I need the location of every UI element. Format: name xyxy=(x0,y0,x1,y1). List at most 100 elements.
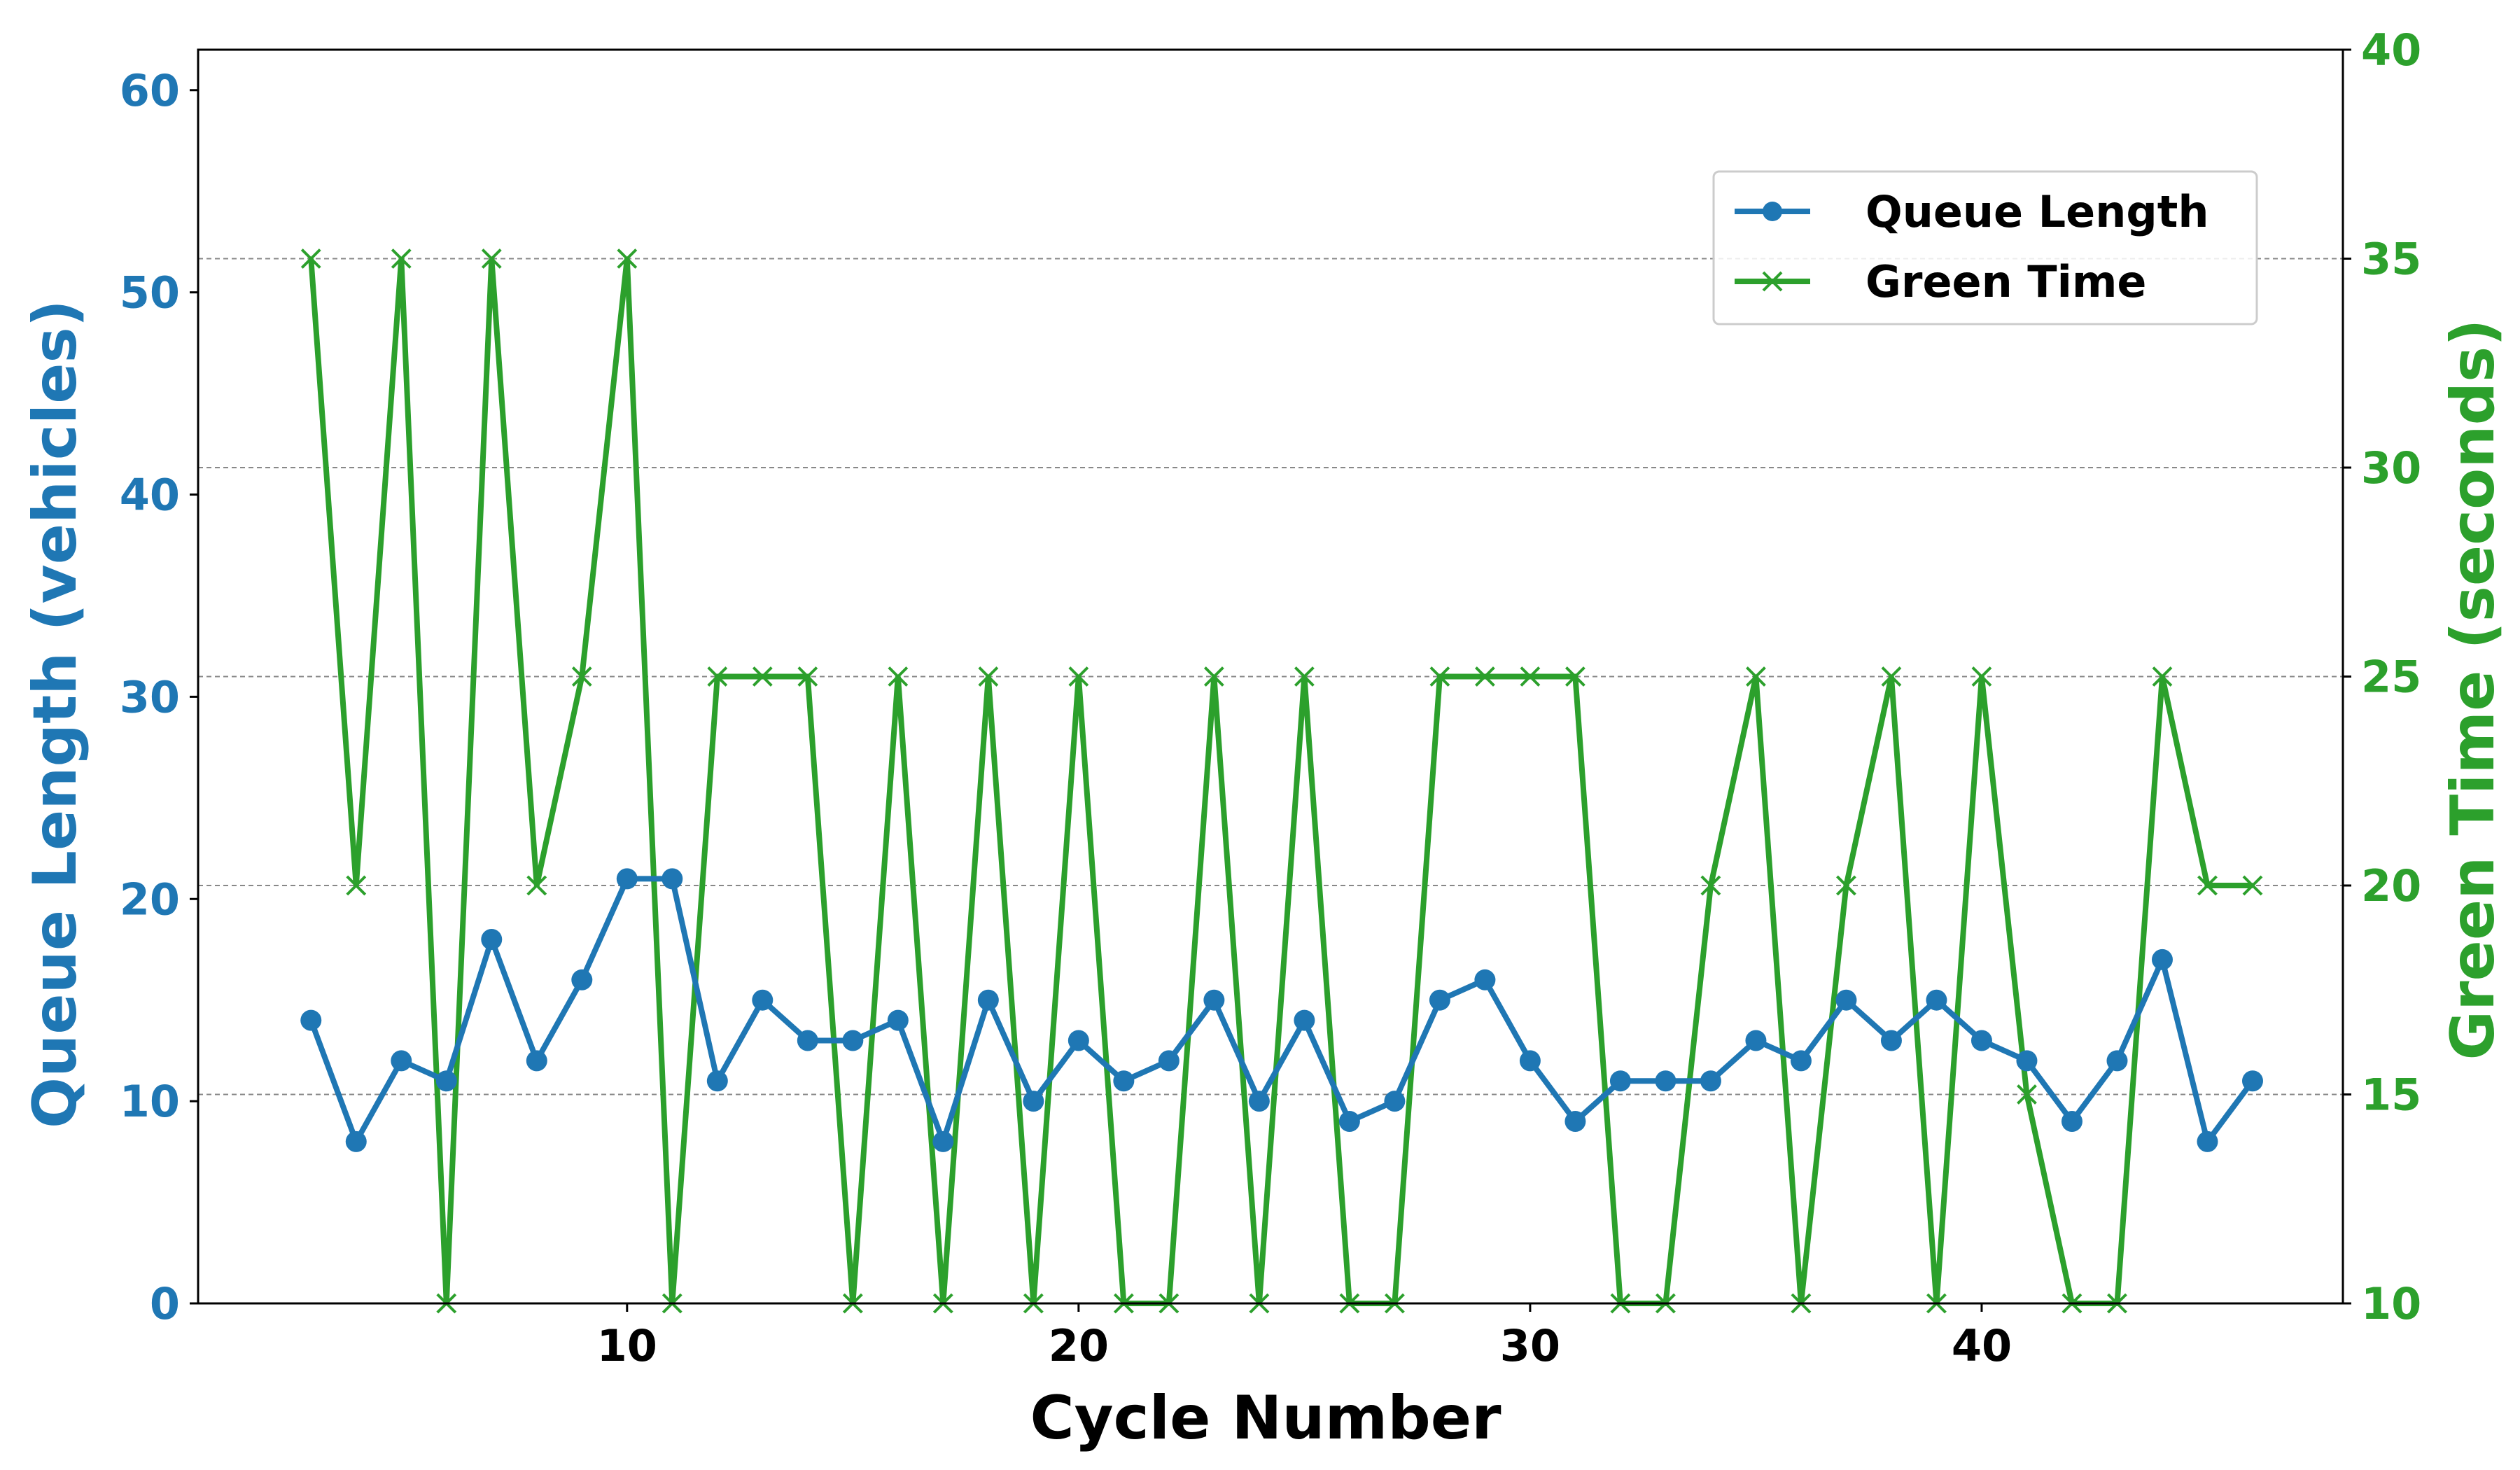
green-time-point xyxy=(2017,1084,2037,1105)
green-time-point xyxy=(571,666,592,687)
green-time-point xyxy=(707,666,728,687)
queue-length-point xyxy=(1564,1111,1586,1133)
queue-length-point xyxy=(887,1009,909,1031)
green-time-point xyxy=(300,248,321,269)
queue-length-point xyxy=(1655,1070,1676,1092)
green-time-point xyxy=(391,248,412,269)
y-axis-label-right: Green Time (seconds) xyxy=(2438,318,2508,1060)
x-tick-label: 40 xyxy=(1952,1320,2012,1371)
x-axis-ticks: 10 20 30 40 xyxy=(597,1303,2012,1371)
y-tick-label-right: 25 xyxy=(2361,652,2421,703)
queue-length-point xyxy=(1203,989,1225,1011)
green-time-point xyxy=(797,666,818,687)
queue-length-point xyxy=(662,868,683,890)
grid-lines xyxy=(198,258,2343,1096)
green-time-point xyxy=(1429,666,1450,687)
x-tick-label: 30 xyxy=(1500,1320,1560,1371)
queue-length-point xyxy=(1294,1009,1315,1031)
queue-length-point xyxy=(1609,1070,1631,1092)
y-tick-label-left: 10 xyxy=(120,1076,180,1127)
queue-length-point xyxy=(1926,989,1947,1011)
queue-length-point xyxy=(1068,1030,1089,1051)
queue-length-point xyxy=(1338,1111,1360,1133)
queue-length-point xyxy=(2061,1111,2082,1133)
queue-length-point xyxy=(1248,1091,1270,1112)
green-time-point xyxy=(2242,875,2263,896)
queue-length-point xyxy=(1429,989,1450,1011)
queue-length-series xyxy=(300,868,2263,1152)
queue-length-point xyxy=(932,1130,954,1152)
queue-length-point xyxy=(345,1130,367,1152)
queue-length-point xyxy=(481,929,503,951)
queue-length-point xyxy=(752,989,774,1011)
queue-length-point xyxy=(1519,1050,1541,1072)
queue-length-point xyxy=(526,1050,547,1072)
green-time-point xyxy=(346,875,367,896)
y-axis-label-left: Queue Length (vehicles) xyxy=(20,300,90,1128)
right-axis-ticks: 10 15 20 25 30 35 40 xyxy=(2343,24,2421,1329)
green-time-point xyxy=(978,666,999,687)
y-tick-label-left: 30 xyxy=(120,671,180,722)
y-tick-label-left: 50 xyxy=(120,267,180,318)
legend-label-green-time: Green Time xyxy=(1865,256,2147,307)
green-time-point xyxy=(481,248,502,269)
y-tick-label-left: 20 xyxy=(120,874,180,925)
y-tick-label-right: 30 xyxy=(2361,442,2421,493)
left-axis-ticks: 0 10 20 30 40 50 60 xyxy=(120,65,198,1329)
queue-length-point xyxy=(706,1070,728,1092)
green-time-point xyxy=(1881,666,1902,687)
queue-length-point xyxy=(1745,1030,1767,1051)
queue-length-point xyxy=(1835,989,1857,1011)
green-time-series xyxy=(300,248,2263,1314)
green-time-point xyxy=(2197,875,2218,896)
x-tick-label: 20 xyxy=(1049,1320,1109,1371)
y-tick-label-right: 20 xyxy=(2361,860,2421,911)
queue-length-point xyxy=(1970,1030,1992,1051)
green-time-point xyxy=(2152,666,2173,687)
y-tick-label-left: 40 xyxy=(120,470,180,521)
queue-length-point xyxy=(1700,1070,1721,1092)
queue-length-point xyxy=(842,1030,864,1051)
queue-length-point xyxy=(1474,969,1496,990)
legend: Queue Length Green Time xyxy=(1712,170,2258,326)
y-tick-label-right: 35 xyxy=(2361,234,2421,285)
queue-length-point xyxy=(2151,948,2173,970)
queue-length-point xyxy=(1384,1091,1406,1112)
queue-length-point xyxy=(571,969,593,990)
y-tick-label-left: 0 xyxy=(150,1278,180,1329)
queue-length-point xyxy=(2016,1050,2038,1072)
green-time-line xyxy=(308,258,2253,1306)
queue-length-point xyxy=(2241,1070,2263,1092)
queue-length-point xyxy=(435,1070,457,1092)
y-tick-label-right: 10 xyxy=(2361,1278,2421,1329)
legend-marker-green-time xyxy=(1762,271,1783,292)
green-time-point xyxy=(1474,666,1495,687)
green-time-point xyxy=(526,875,547,896)
queue-length-point xyxy=(977,989,999,1011)
queue-length-point xyxy=(300,1009,322,1031)
green-time-point xyxy=(1520,666,1541,687)
green-time-point xyxy=(1746,666,1766,687)
queue-length-point xyxy=(797,1030,818,1051)
queue-length-point xyxy=(1880,1030,1902,1051)
y-tick-label-right: 40 xyxy=(2361,24,2421,76)
y-tick-label-right: 15 xyxy=(2361,1070,2421,1121)
green-time-point xyxy=(1294,666,1315,687)
queue-length-point xyxy=(1158,1050,1180,1072)
queue-length-point xyxy=(391,1050,412,1072)
queue-length-point xyxy=(1113,1070,1135,1092)
legend-box xyxy=(1712,170,2258,326)
green-time-point xyxy=(888,666,909,687)
x-tick-label: 10 xyxy=(597,1320,657,1371)
queue-length-point xyxy=(2197,1130,2218,1152)
green-time-point xyxy=(1203,666,1224,687)
queue-length-point xyxy=(616,868,638,890)
x-axis-label: Cycle Number xyxy=(1030,1383,1502,1453)
queue-length-point xyxy=(2106,1050,2128,1072)
legend-label-queue-length: Queue Length xyxy=(1865,186,2209,237)
legend-marker-queue-length xyxy=(1763,202,1782,221)
queue-length-point xyxy=(1790,1050,1812,1072)
green-time-point xyxy=(1700,875,1721,896)
green-time-point xyxy=(1971,666,1992,687)
green-time-point xyxy=(1068,666,1089,687)
